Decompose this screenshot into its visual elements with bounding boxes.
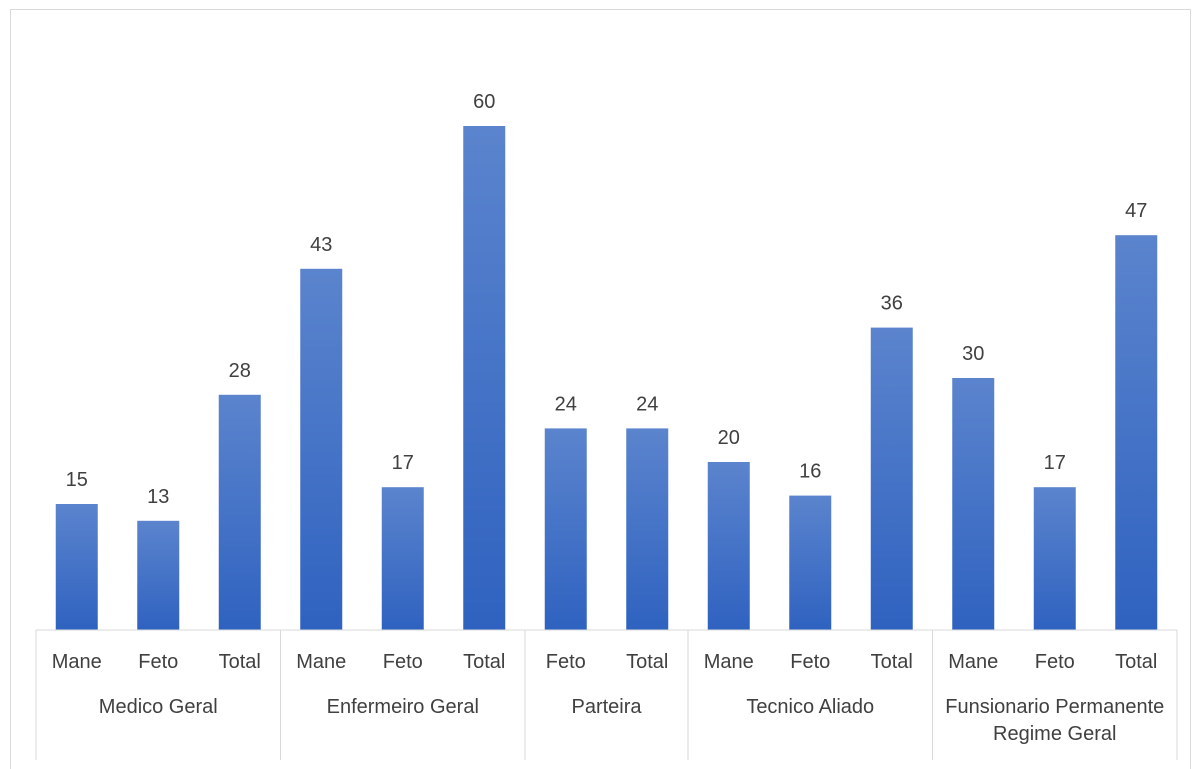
data-label: 20	[718, 427, 740, 449]
category-tick-label: Mane	[704, 651, 754, 673]
data-label: 15	[66, 469, 88, 491]
bar	[1033, 487, 1076, 630]
bar	[55, 504, 98, 630]
data-label: 36	[881, 293, 903, 315]
category-tick-label: Feto	[383, 651, 423, 673]
group-tick-label: Enfermeiro Geral	[327, 696, 479, 718]
bar	[300, 268, 343, 630]
group-tick-label: Parteira	[571, 696, 642, 718]
data-label: 28	[229, 360, 251, 382]
category-tick-label: Feto	[790, 651, 830, 673]
category-tick-label: Feto	[138, 651, 178, 673]
category-tick-label: Mane	[296, 651, 346, 673]
bar	[463, 126, 506, 630]
bar	[544, 428, 587, 630]
bar	[137, 520, 180, 630]
bar	[870, 327, 913, 630]
data-label: 30	[962, 343, 984, 365]
category-tick-label: Feto	[546, 651, 586, 673]
group-tick-label: Funsionario Permanente	[945, 696, 1164, 718]
category-tick-label: Total	[626, 651, 668, 673]
group-tick-label: Medico Geral	[99, 696, 218, 718]
data-label: 43	[310, 234, 332, 256]
data-label: 60	[473, 91, 495, 113]
bar	[707, 462, 750, 630]
data-label: 24	[636, 393, 658, 415]
category-tick-label: Mane	[948, 651, 998, 673]
data-label: 24	[555, 393, 577, 415]
bar	[1115, 235, 1158, 630]
category-tick-label: Total	[219, 651, 261, 673]
category-tick-label: Total	[1115, 651, 1157, 673]
data-label: 16	[799, 461, 821, 483]
data-label: 17	[392, 452, 414, 474]
data-label: 17	[1044, 452, 1066, 474]
bar	[218, 394, 261, 630]
bar	[381, 487, 424, 630]
bars-layer: 15 13 28 43 17 60 24 24 20 16 36 30 17 47	[55, 91, 1158, 630]
category-axis: Mane Feto Total Medico Geral Mane Feto Total En…	[35, 629, 1178, 760]
bar	[626, 428, 669, 630]
bar	[789, 495, 832, 630]
group-tick-label: Regime Geral	[993, 723, 1116, 745]
bar	[952, 378, 995, 630]
category-tick-label: Feto	[1035, 651, 1075, 673]
category-tick-label: Total	[871, 651, 913, 673]
category-tick-label: Mane	[52, 651, 102, 673]
category-tick-label: Total	[463, 651, 505, 673]
chart-frame	[10, 9, 1191, 769]
data-label: 13	[147, 486, 169, 508]
group-tick-label: Tecnico Aliado	[746, 696, 874, 718]
data-label: 47	[1125, 200, 1147, 222]
